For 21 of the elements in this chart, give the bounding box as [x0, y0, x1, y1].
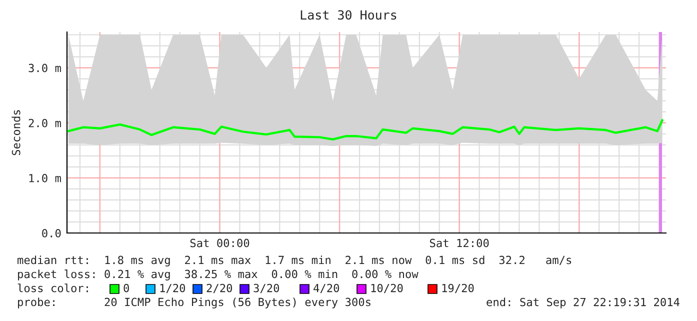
x-tick-label: Sat 12:00: [430, 238, 489, 248]
chart-title: Last 30 Hours: [300, 10, 396, 20]
text: median rtt: 1.8 ms avg 2.1 ms max 1.7 ms min 2.1 ms now 0.1 ms sd 32.2 am/s: [18, 256, 572, 266]
x-tick-label: Sat 00:00: [190, 238, 250, 248]
text: 0: [124, 284, 129, 292]
text: 19/20: [442, 284, 474, 294]
text: packet loss: 0.21 % avg 38.25 % max 0.00 % min 0.00 % now: [18, 270, 418, 280]
text: end: Sat Sep 27 22:19:31 2014: [486, 298, 680, 308]
y-tick-label: 2.0 m: [28, 118, 61, 128]
line-series: [67, 119, 664, 140]
y-tick-label: 3.0 m: [28, 64, 61, 72]
text: 10/20: [371, 284, 403, 294]
text: 1/20: [160, 284, 186, 294]
text: 4/20: [314, 284, 340, 294]
y-tick-label: 0.0: [42, 229, 61, 238]
text: 3/20: [254, 284, 280, 294]
y-axis-title: Seconds: [12, 110, 20, 156]
text: loss color:: [18, 284, 88, 292]
text: 2/20: [206, 284, 232, 294]
y-tick-label: 1.0 m: [29, 174, 61, 182]
text: probe: 20 ICMP Echo Pings (56 Bytes) every 300s: [18, 298, 370, 308]
